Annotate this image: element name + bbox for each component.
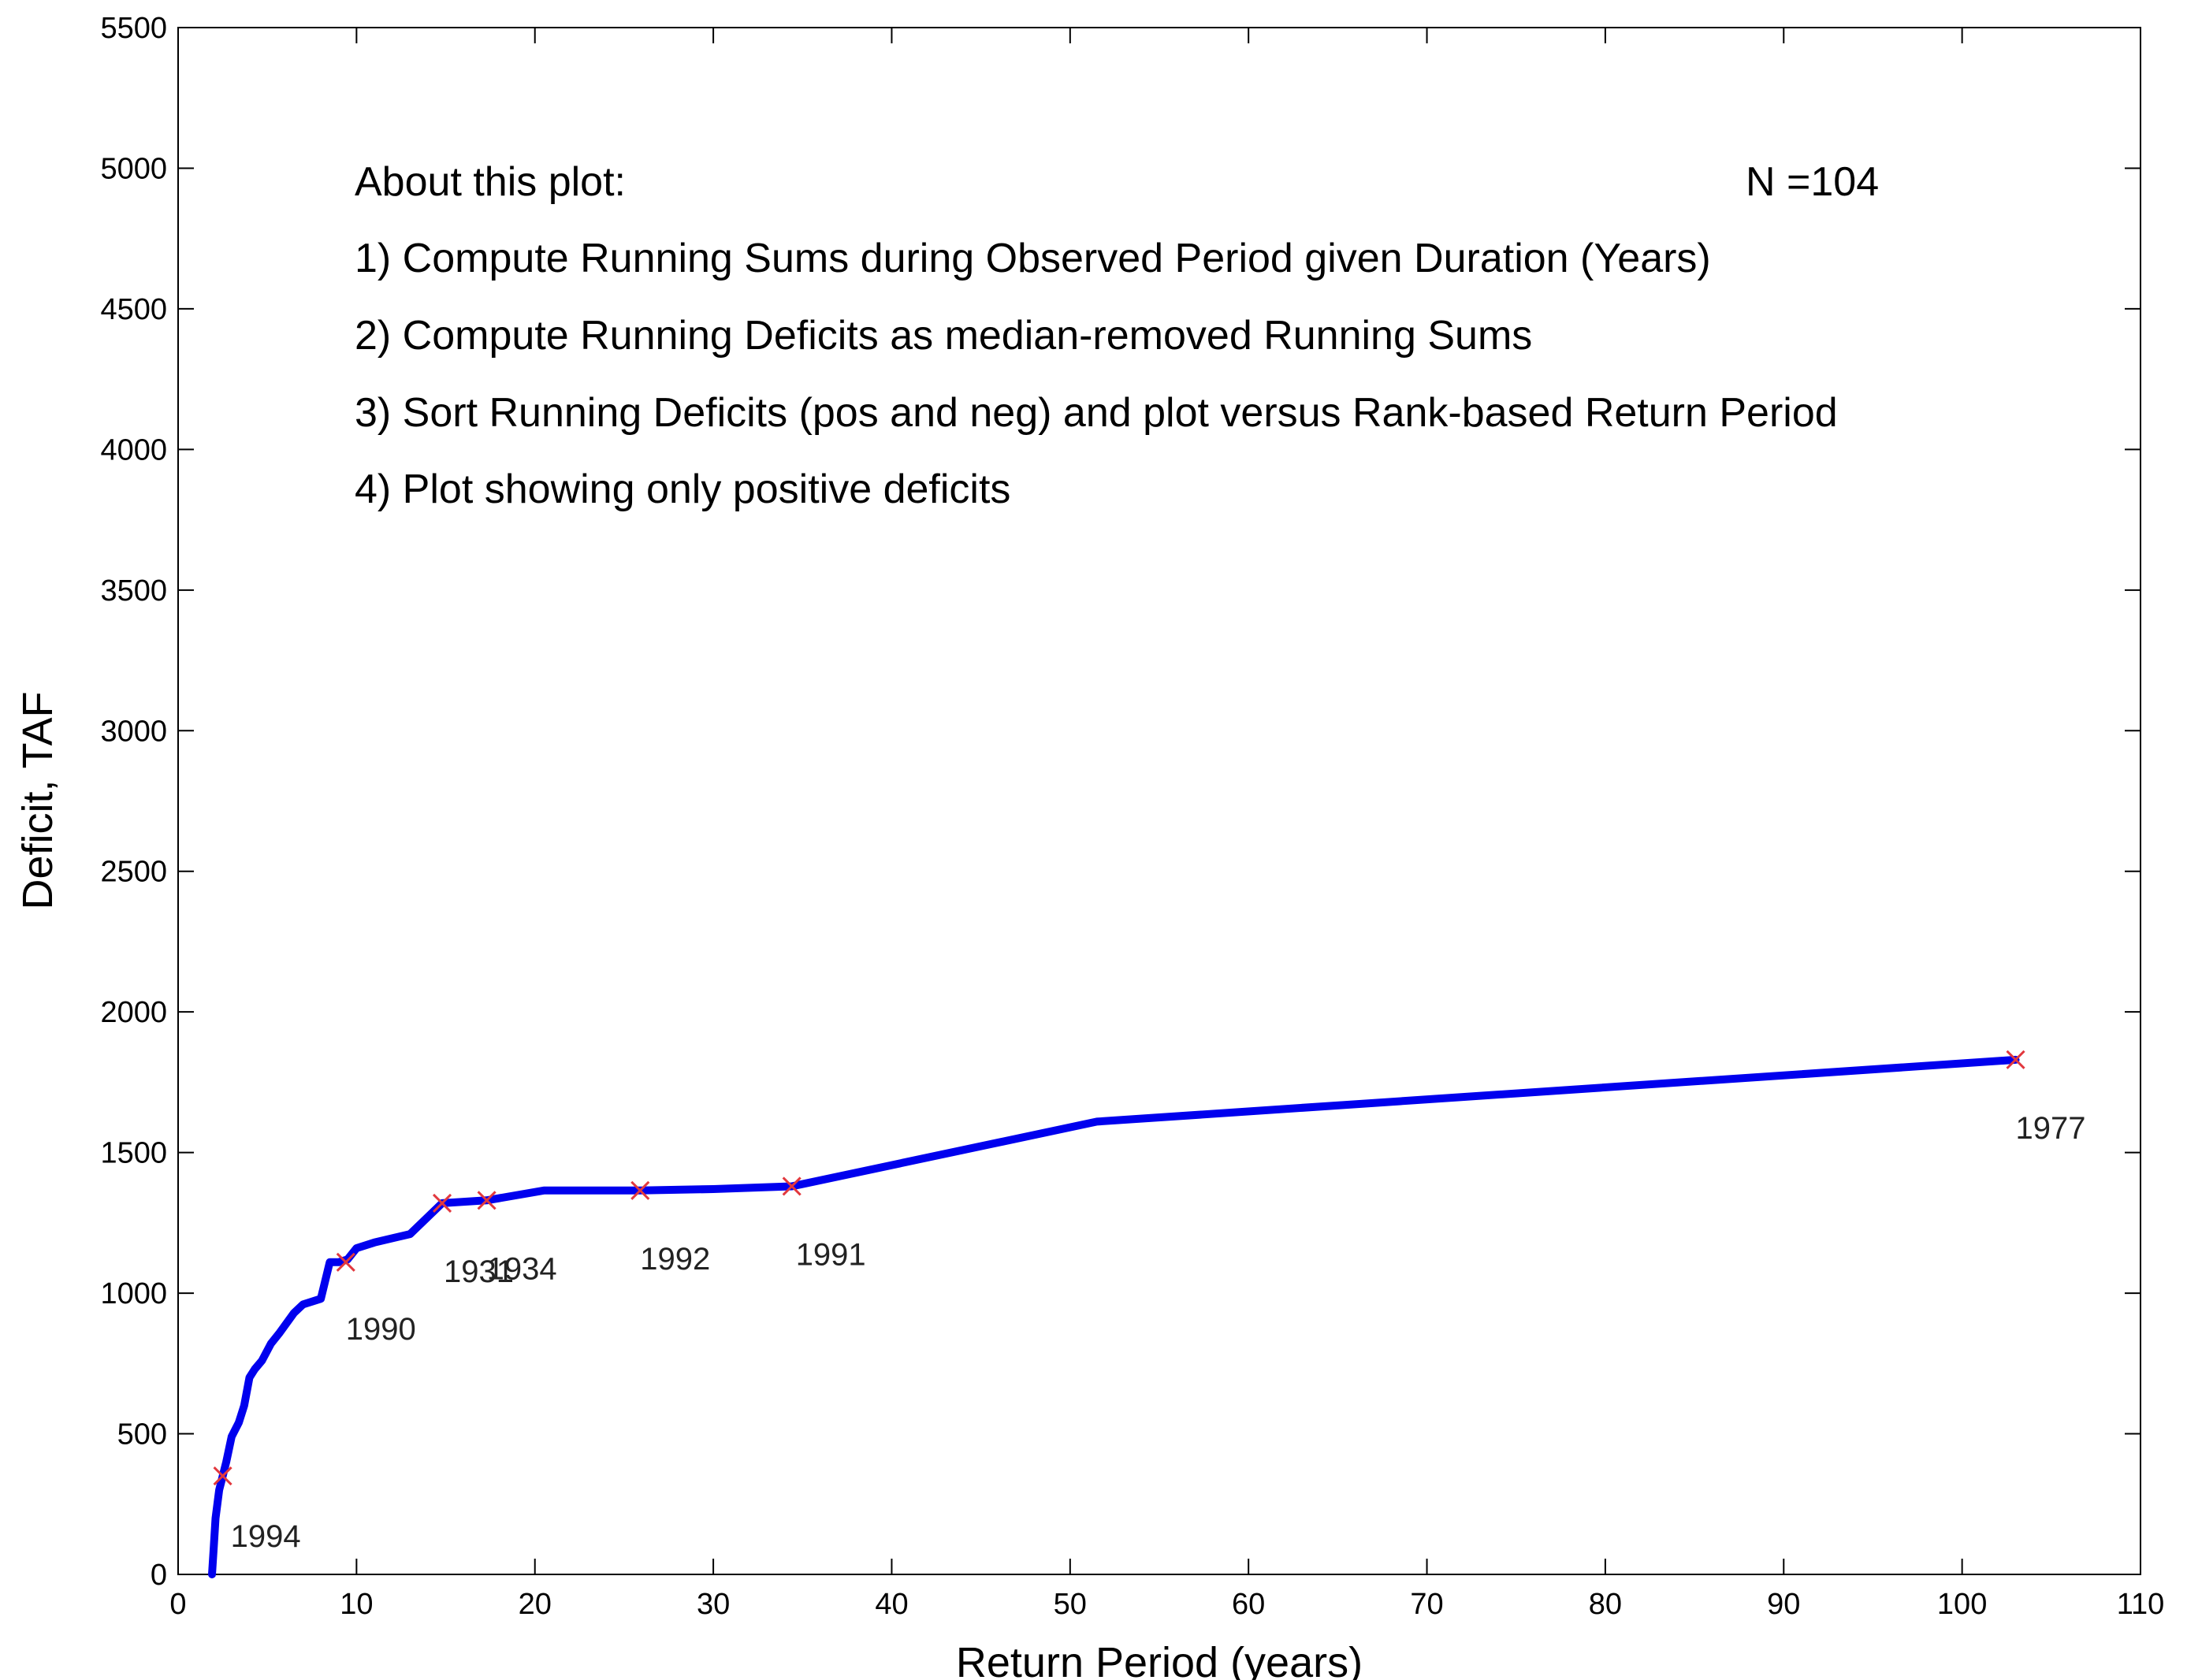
- plot-area: [177, 27, 2141, 1575]
- x-tick-label: 90: [1767, 1588, 1800, 1621]
- x-tick-label: 100: [1937, 1588, 1987, 1621]
- y-tick-label: 4500: [100, 293, 167, 326]
- point-label: 1931: [444, 1254, 514, 1289]
- y-tick-label: 1500: [100, 1137, 167, 1170]
- point-marker: [782, 1176, 802, 1196]
- y-tick-label: 0: [151, 1559, 167, 1592]
- y-tick-label: 1000: [100, 1277, 167, 1310]
- annotation-step-1: 1) Compute Running Sums during Observed …: [355, 236, 1711, 281]
- x-tick-label: 110: [2117, 1588, 2165, 1621]
- x-tick-label: 70: [1410, 1588, 1443, 1621]
- point-label: 1934: [487, 1251, 557, 1286]
- x-tick-label: 40: [875, 1588, 908, 1621]
- y-tick-label: 500: [117, 1418, 167, 1451]
- x-axis-title: Return Period (years): [956, 1639, 1363, 1680]
- series-line: [208, 1055, 2020, 1578]
- x-tick-label: 80: [1589, 1588, 1622, 1621]
- point-label: 1990: [346, 1312, 416, 1347]
- point-marker: [432, 1193, 452, 1213]
- y-tick-label: 4000: [100, 433, 167, 466]
- y-tick-label: 5500: [100, 12, 167, 45]
- annotation-heading: About this plot:: [355, 159, 626, 205]
- deficit-series: [208, 1055, 2020, 1578]
- point-marker: [630, 1180, 650, 1200]
- x-tick-label: 50: [1054, 1588, 1087, 1621]
- y-tick-label: 3500: [100, 574, 167, 608]
- point-marker: [2006, 1050, 2025, 1069]
- annotation-step-4: 4) Plot showing only positive deficits: [355, 466, 1010, 512]
- sample-size-label: N =104: [1746, 159, 1879, 205]
- annotation-box: About this plot: N =104 1) Compute Runni…: [355, 159, 1879, 512]
- annotation-step-3: 3) Sort Running Deficits (pos and neg) a…: [355, 390, 1838, 436]
- y-tick-label: 3000: [100, 715, 167, 748]
- y-tick-label: 2000: [100, 996, 167, 1029]
- x-tick-label: 10: [340, 1588, 373, 1621]
- axis-tick-labels: 0 10 20 30 40 50 60 70 80 90 100 110 0 500 1000 1500 200…: [100, 12, 2164, 1621]
- point-label: 1991: [796, 1237, 866, 1272]
- y-tick-label: 5000: [100, 152, 167, 185]
- point-label: 1994: [231, 1519, 301, 1554]
- y-axis-title: Deficit, TAF: [14, 691, 61, 909]
- point-marker: [477, 1191, 497, 1210]
- axis-ticks: [177, 27, 2141, 1575]
- point-marker: [213, 1466, 232, 1486]
- point-label: 1992: [640, 1242, 710, 1277]
- y-tick-label: 2500: [100, 856, 167, 889]
- x-tick-label: 20: [519, 1588, 552, 1621]
- x-tick-label: 60: [1232, 1588, 1265, 1621]
- annotation-step-2: 2) Compute Running Deficits as median-re…: [355, 313, 1532, 359]
- x-tick-label: 30: [697, 1588, 730, 1621]
- x-tick-label: 0: [169, 1588, 186, 1621]
- point-marker: [336, 1252, 355, 1272]
- point-label: 1977: [2016, 1111, 2086, 1146]
